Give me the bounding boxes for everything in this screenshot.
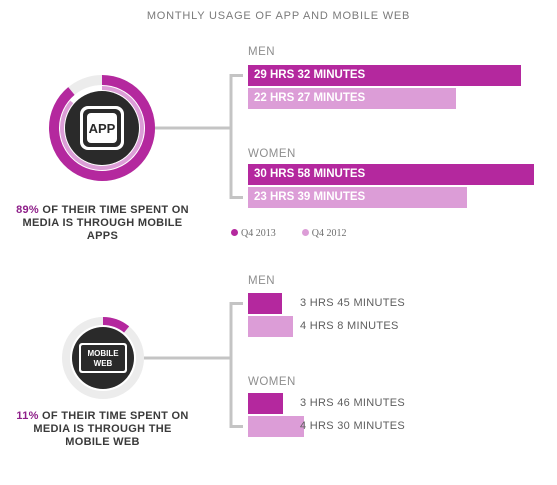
bracket-line xyxy=(229,74,243,199)
data-bar xyxy=(248,293,283,314)
browser-icon-label: WEB xyxy=(94,359,113,368)
data-label: 29 HRS 32 MINUTES xyxy=(254,69,366,81)
data-bar xyxy=(248,416,304,437)
bracket-line xyxy=(229,302,243,428)
app-icon-face xyxy=(87,113,117,143)
legend-label: Q4 2013 xyxy=(241,228,276,239)
legend-swatch xyxy=(231,229,238,236)
legend-swatch xyxy=(301,229,309,236)
group-label: WOMEN xyxy=(248,148,296,160)
ring-arc-q4-2012 xyxy=(60,86,144,170)
data-label: 4 HRS 8 MINUTES xyxy=(300,320,399,332)
data-bar: 29 HRS 32 MINUTES xyxy=(248,65,521,86)
browser-icon-label: MOBILE xyxy=(87,349,119,358)
group-label: MEN xyxy=(248,46,276,58)
group-label: WOMEN xyxy=(248,376,296,388)
data-label: 22 HRS 27 MINUTES xyxy=(254,92,366,104)
data-bar: 22 HRS 27 MINUTES xyxy=(248,88,456,109)
data-label: 3 HRS 45 MINUTES xyxy=(300,297,406,309)
share-caption: 11% OF THEIR TIME SPENT ON MEDIA IS THRO… xyxy=(10,410,195,449)
data-bar xyxy=(248,316,294,337)
data-label: 23 HRS 39 MINUTES xyxy=(254,191,366,203)
data-bar: 23 HRS 39 MINUTES xyxy=(248,187,467,208)
app-icon-label: APP xyxy=(89,121,116,136)
data-label: 3 HRS 46 MINUTES xyxy=(300,397,406,409)
group-label: MEN xyxy=(248,275,276,287)
ring-arc-q4-2013 xyxy=(49,75,155,181)
legend-item: Q4 2013 xyxy=(231,228,276,239)
share-percent: 11% xyxy=(16,410,39,422)
share-caption: 89% OF THEIR TIME SPENT ON MEDIA IS THRO… xyxy=(10,204,195,243)
share-percent: 89% xyxy=(16,204,39,216)
browser-window-frame xyxy=(81,345,125,371)
legend: Q4 2013 Q4 2012 xyxy=(231,228,346,239)
ring-arc-q4-2013 xyxy=(102,317,130,333)
data-label: 4 HRS 30 MINUTES xyxy=(300,420,406,432)
data-bar xyxy=(248,393,283,414)
data-bar: 30 HRS 58 MINUTES xyxy=(248,164,535,185)
chart-title: MONTHLY USAGE OF APP AND MOBILE WEB xyxy=(146,10,411,22)
share-text: OF THEIR TIME SPENT ON MEDIA IS THROUGH … xyxy=(33,410,189,448)
legend-item: Q4 2012 xyxy=(301,228,347,239)
data-label: 30 HRS 58 MINUTES xyxy=(254,168,366,180)
share-text: OF THEIR TIME SPENT ON MEDIA IS THROUGH … xyxy=(22,204,189,242)
legend-label: Q4 2012 xyxy=(311,228,347,239)
